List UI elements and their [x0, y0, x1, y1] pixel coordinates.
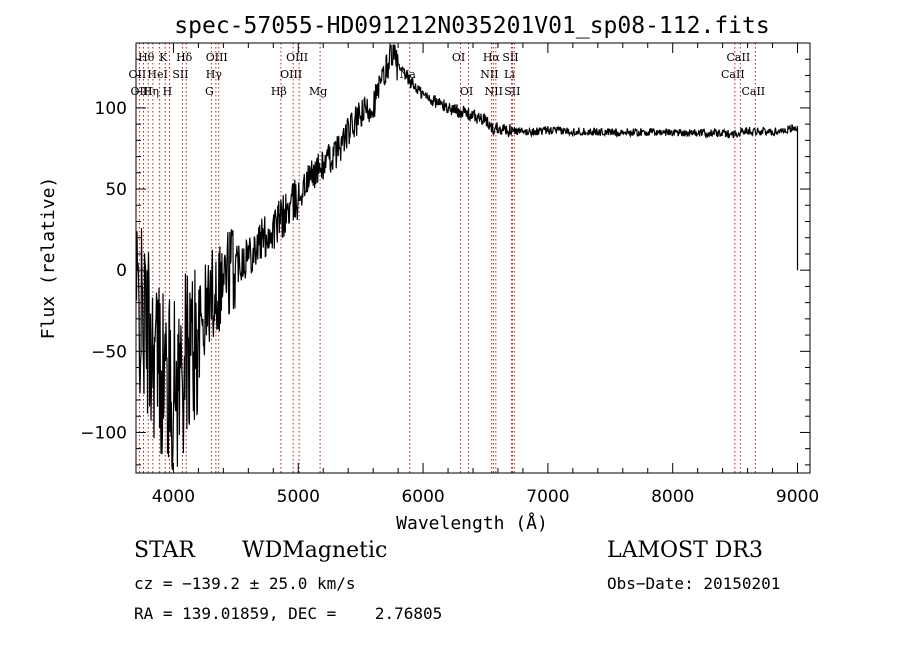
line-label-10: Hγ	[206, 68, 223, 81]
plot-frame	[135, 42, 811, 474]
line-label-0: Hθ	[138, 51, 155, 64]
line-label-8: Hδ	[176, 51, 193, 64]
object-class: STAR	[134, 538, 195, 563]
y-tick-label: −50	[91, 342, 127, 362]
line-label-21: NII	[485, 85, 503, 98]
coordinates: RA = 139.01859, DEC = 2.76805	[134, 604, 443, 623]
line-label-14: OIII	[286, 51, 308, 64]
line-label-27: CaII	[741, 85, 765, 98]
y-tick-label: 50	[105, 180, 127, 200]
spectrum-series-line	[135, 42, 799, 470]
line-label-11: OIII	[206, 51, 228, 64]
line-label-5: K	[159, 51, 168, 64]
x-tick-label: 4000	[152, 487, 195, 507]
spectrum-chart: spec-57055-HD091212N035201V01_sp08-112.f…	[38, 13, 819, 534]
x-tick-label: 7000	[526, 487, 569, 507]
y-tick-label: 100	[95, 99, 127, 119]
x-axis-label: Wavelength (Å)	[396, 512, 548, 534]
redshift-velocity: cz = −139.2 ± 25.0 km/s	[134, 574, 356, 593]
line-label-1: OII	[129, 68, 147, 81]
line-label-15: Mg	[309, 85, 327, 98]
line-label-17: OI	[452, 51, 465, 64]
object-subclass: WDMagnetic	[242, 538, 388, 563]
x-tick-label: 6000	[401, 487, 444, 507]
line-label-9: G	[205, 85, 214, 98]
observation-date: Obs−Date: 20150201	[607, 574, 781, 593]
y-axis-label: Flux (relative)	[38, 177, 59, 340]
line-label-25: CaII	[721, 68, 745, 81]
x-tick-label: 9000	[776, 487, 819, 507]
line-label-20: Hα	[483, 51, 501, 64]
line-label-6: H	[163, 85, 173, 98]
chart-title: spec-57055-HD091212N035201V01_sp08-112.f…	[174, 13, 769, 39]
line-label-4: HeI	[147, 68, 167, 81]
axes: 4000 5000 6000 7000 8000 9000 −100 −50 0 50 100	[80, 42, 819, 507]
x-tick-label: 5000	[277, 487, 320, 507]
survey-name: LAMOST DR3	[607, 538, 763, 563]
line-label-19: NII	[480, 68, 498, 81]
line-label-3: Hη	[143, 85, 159, 98]
line-label-24: SII	[504, 85, 520, 98]
x-tick-label: 8000	[651, 487, 694, 507]
line-label-18: OI	[460, 85, 473, 98]
line-label-23: SII	[502, 51, 518, 64]
y-tick-label: −100	[80, 423, 127, 443]
line-label-22: Li	[504, 68, 515, 81]
line-label-12: Hβ	[271, 85, 287, 98]
line-label-13: OIII	[280, 68, 302, 81]
y-tick-label: 0	[116, 261, 127, 281]
line-label-7: SII	[172, 68, 188, 81]
line-label-26: CaII	[727, 51, 751, 64]
